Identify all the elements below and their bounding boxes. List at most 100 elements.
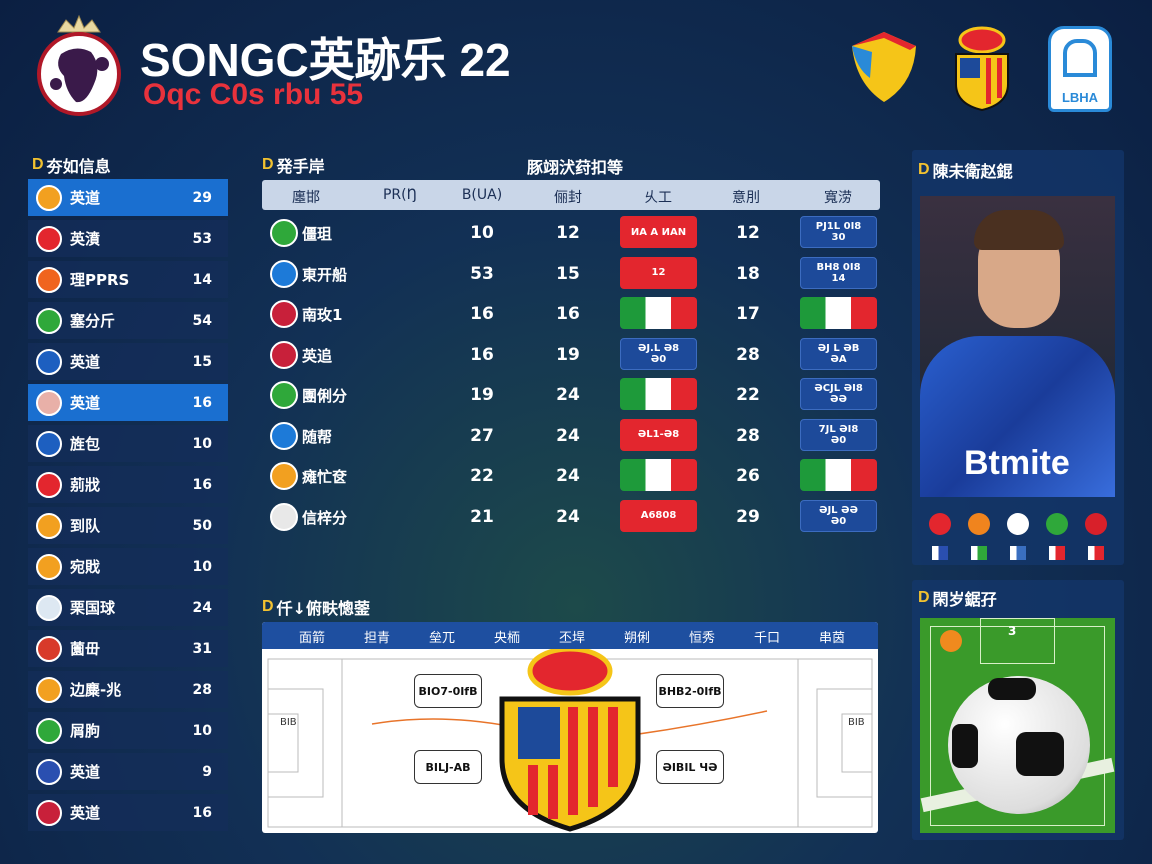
cell-c: 16 bbox=[556, 304, 580, 324]
callout-1: BIO7-0IfB bbox=[414, 674, 482, 708]
team-name: 南玫1 bbox=[302, 306, 343, 324]
flag-icon[interactable] bbox=[1049, 546, 1065, 560]
team-list-item[interactable]: 薗毌 31 bbox=[28, 630, 228, 667]
player-photo[interactable]: Btmite bbox=[920, 196, 1115, 497]
blue-badge: ƏJL ƏƏ Ə0 bbox=[800, 499, 877, 532]
column-header[interactable]: B(UA) bbox=[461, 187, 503, 203]
pitch-column-label[interactable]: 丕垾 bbox=[558, 631, 586, 646]
team-badge-icon bbox=[270, 340, 298, 369]
team-name: 英道 bbox=[70, 804, 101, 822]
team-list-item[interactable]: 英濆 53 bbox=[28, 220, 228, 257]
flag-icon[interactable] bbox=[1088, 546, 1104, 560]
team-badge-icon[interactable] bbox=[1085, 513, 1107, 535]
team-list-item[interactable]: 英道 9 bbox=[28, 753, 228, 790]
team-list-item[interactable]: 边麋-兆 28 bbox=[28, 671, 228, 708]
team-badge-icon bbox=[36, 348, 62, 375]
flag-icon[interactable] bbox=[1010, 546, 1026, 560]
team-list-item[interactable]: 英道 16 bbox=[28, 794, 228, 831]
field-panel-title: D 閑岁鋸孖 bbox=[918, 589, 997, 609]
team-value: 16 bbox=[192, 804, 212, 821]
team-badge-icon bbox=[270, 502, 298, 531]
table-row[interactable]: 僵珇 10 12 ИA A ИAN 12 PJ1L 0I8 30 bbox=[262, 213, 880, 253]
pitch-header: 面箭 担青 垒兀 央栭 丕垾 朔俐 恒秀 千口 串茵 bbox=[262, 622, 878, 649]
team-list-item[interactable]: 栗国球 24 bbox=[28, 589, 228, 626]
table-row[interactable]: 英追 16 19 ƏJ.L Ə8 Ə0 28 ƏJ L ƏB ƏA bbox=[262, 335, 880, 375]
pitch-column-label[interactable]: 央栭 bbox=[493, 631, 521, 646]
club-crest-logo bbox=[37, 14, 121, 116]
italy-badge bbox=[800, 297, 877, 329]
cell-d: 12 bbox=[736, 223, 760, 243]
team-value: 16 bbox=[192, 476, 212, 493]
team-list-item[interactable]: 英道 29 bbox=[28, 179, 228, 216]
team-list-item[interactable]: 宛戝 10 bbox=[28, 548, 228, 585]
cell-c: 24 bbox=[556, 506, 580, 527]
team-badge-icon bbox=[270, 300, 298, 328]
column-header[interactable]: 俪封 bbox=[554, 190, 582, 206]
team-list-item[interactable]: 塞分斤 54 bbox=[28, 302, 228, 339]
pitch-column-label[interactable]: 担青 bbox=[363, 631, 391, 646]
team-list-item[interactable]: 英道 15 bbox=[28, 343, 228, 380]
flag-icon[interactable] bbox=[971, 546, 987, 560]
column-header[interactable]: PR(Ŋ bbox=[382, 187, 418, 203]
team-list-item[interactable]: 到队 50 bbox=[28, 507, 228, 544]
team-value: 53 bbox=[192, 230, 212, 247]
team-name: 東开船 bbox=[302, 265, 348, 284]
red-badge: ИA A ИAN bbox=[620, 216, 697, 248]
team-badge-icon bbox=[36, 512, 62, 539]
pitch-column-label[interactable]: 朔俐 bbox=[623, 631, 651, 646]
table-row[interactable]: 南玫1 16 16 17 bbox=[262, 294, 880, 334]
team-value: 9 bbox=[202, 763, 212, 780]
team-name: 薗毌 bbox=[70, 640, 101, 658]
team-value: 54 bbox=[192, 312, 212, 329]
cell-d: 17 bbox=[736, 304, 760, 324]
column-header[interactable]: 寬涝 bbox=[824, 190, 852, 206]
table-title: 豚翊汱荮扣等 bbox=[526, 158, 624, 177]
team-list-item[interactable]: 屑朐 10 bbox=[28, 712, 228, 749]
cell-d: 22 bbox=[736, 385, 760, 405]
cell-c: 24 bbox=[556, 385, 580, 405]
team-value: 10 bbox=[192, 722, 212, 739]
team-list-item[interactable]: 英道 16 bbox=[28, 384, 228, 421]
table-row[interactable]: 随帮 27 24 ƏL1-Ə8 28 7JL ƏI8 Ə0 bbox=[262, 416, 880, 456]
pitch-column-label[interactable]: 垒兀 bbox=[428, 631, 456, 646]
pitch-column-label[interactable]: 面箭 bbox=[298, 631, 326, 646]
flag-icon[interactable] bbox=[932, 546, 948, 560]
app-subtitle: Oqc C0s rbu 55 bbox=[143, 78, 364, 111]
team-list-item[interactable]: 旌包 10 bbox=[28, 425, 228, 462]
field-image[interactable]: 3 bbox=[920, 618, 1115, 833]
table-row[interactable]: 東开船 53 15 12 18 BH8 0I8 14 bbox=[262, 254, 880, 294]
left-panel-title: D 夯如信息 bbox=[32, 156, 111, 176]
lbha-logo: LBHA bbox=[1048, 26, 1112, 112]
table-row[interactable]: 團俐分 19 24 22 ƏCJL ƏI8 ƏƏ bbox=[262, 375, 880, 415]
player-panel-title: D 陳未衛赵錕 bbox=[918, 161, 1013, 181]
team-value: 24 bbox=[192, 599, 212, 616]
cell-d: 18 bbox=[736, 263, 760, 284]
team-name: 边麋-兆 bbox=[70, 681, 122, 699]
column-header[interactable]: 乆工 bbox=[644, 190, 672, 206]
cell-b: 19 bbox=[470, 385, 494, 405]
team-name: 英追 bbox=[302, 346, 333, 365]
tactics-pitch[interactable]: 面箭 担青 垒兀 央栭 丕垾 朔俐 恒秀 千口 串茵 BIO7-0IfB BHB2-0IfB B… bbox=[262, 622, 878, 833]
team-name: 英濆 bbox=[70, 230, 101, 248]
team-badge-icon bbox=[36, 594, 62, 621]
cell-c: 15 bbox=[556, 263, 580, 284]
table-row[interactable]: 瘫忙奁 22 24 26 bbox=[262, 456, 880, 496]
table-row[interactable]: 信梓分 21 24 A6808 29 ƏJL ƏƏ Ə0 bbox=[262, 497, 880, 537]
callout-4: ƏIBIL ЧƏ bbox=[656, 750, 724, 784]
team-list-item[interactable]: 莂戕 16 bbox=[28, 466, 228, 503]
table-header: 廛邯 PR(Ŋ B(UA) 俪封 乆工 意刖 寬涝 bbox=[262, 180, 880, 210]
player-jersey bbox=[920, 336, 1115, 497]
team-badge-icon[interactable] bbox=[929, 513, 951, 535]
pitch-column-label[interactable]: 千口 bbox=[753, 631, 781, 646]
team-badge-icon bbox=[36, 717, 62, 744]
team-badge-icon[interactable] bbox=[1046, 513, 1068, 535]
column-header[interactable]: 廛邯 bbox=[292, 190, 320, 206]
team-badge-icon[interactable] bbox=[1007, 513, 1029, 535]
jersey-sponsor: Btmite bbox=[964, 444, 1070, 482]
team-badge-icon[interactable] bbox=[968, 513, 990, 535]
pitch-column-label[interactable]: 串茵 bbox=[818, 631, 846, 646]
column-header[interactable]: 意刖 bbox=[732, 190, 760, 206]
team-name: 英道 bbox=[70, 394, 101, 412]
pitch-column-label[interactable]: 恒秀 bbox=[688, 631, 716, 646]
team-list-item[interactable]: 理PPRS 14 bbox=[28, 261, 228, 298]
